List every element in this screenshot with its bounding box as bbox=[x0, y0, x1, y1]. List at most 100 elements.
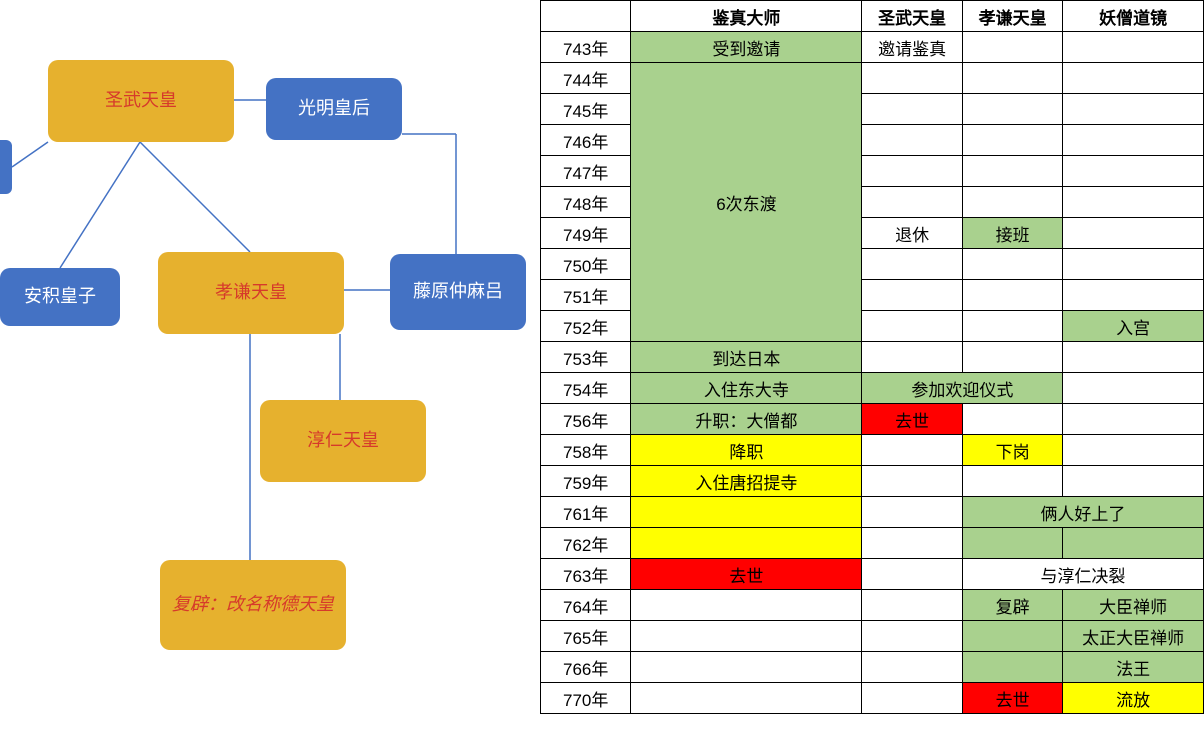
col-header-0 bbox=[541, 1, 631, 32]
year-cell: 745年 bbox=[541, 94, 631, 125]
year-cell: 753年 bbox=[541, 342, 631, 373]
data-cell bbox=[962, 404, 1062, 435]
data-cell bbox=[862, 125, 962, 156]
data-cell bbox=[631, 528, 862, 559]
data-cell bbox=[962, 528, 1062, 559]
data-cell bbox=[962, 621, 1062, 652]
col-header-1: 鉴真大师 bbox=[631, 1, 862, 32]
year-cell: 746年 bbox=[541, 125, 631, 156]
data-cell bbox=[962, 280, 1062, 311]
data-cell bbox=[862, 187, 962, 218]
data-cell: 去世 bbox=[862, 404, 962, 435]
data-cell: 入宫 bbox=[1063, 311, 1204, 342]
node-junnin: 淳仁天皇 bbox=[260, 400, 426, 482]
data-cell: 入住唐招提寺 bbox=[631, 466, 862, 497]
data-cell bbox=[1063, 404, 1204, 435]
data-cell: 法王 bbox=[1063, 652, 1204, 683]
data-cell bbox=[962, 311, 1062, 342]
data-cell: 入住东大寺 bbox=[631, 373, 862, 404]
node-fujiwara: 藤原仲麻吕 bbox=[390, 254, 526, 330]
table-row: 753年到达日本 bbox=[541, 342, 1204, 373]
data-cell bbox=[631, 590, 862, 621]
data-cell bbox=[962, 466, 1062, 497]
year-cell: 750年 bbox=[541, 249, 631, 280]
data-cell bbox=[1063, 218, 1204, 249]
node-shotoku: 复辟：改名称德天皇 bbox=[160, 560, 346, 650]
node-asaka: 安积皇子 bbox=[0, 268, 120, 326]
data-cell bbox=[862, 249, 962, 280]
year-cell: 759年 bbox=[541, 466, 631, 497]
data-cell bbox=[862, 280, 962, 311]
data-cell: 大臣禅师 bbox=[1063, 590, 1204, 621]
node-shomu: 圣武天皇 bbox=[48, 60, 234, 142]
data-cell: 复辟 bbox=[962, 590, 1062, 621]
data-cell bbox=[862, 559, 962, 590]
data-cell bbox=[1063, 342, 1204, 373]
data-cell bbox=[631, 652, 862, 683]
data-cell bbox=[1063, 435, 1204, 466]
data-cell bbox=[862, 311, 962, 342]
table-row: 763年去世与淳仁决裂 bbox=[541, 559, 1204, 590]
year-cell: 756年 bbox=[541, 404, 631, 435]
data-cell: 接班 bbox=[962, 218, 1062, 249]
timeline-body: 743年受到邀请邀请鉴真744年6次东渡745年746年747年748年749年… bbox=[541, 32, 1204, 714]
data-cell bbox=[862, 621, 962, 652]
year-cell: 763年 bbox=[541, 559, 631, 590]
data-cell: 参加欢迎仪式 bbox=[862, 373, 1063, 404]
year-cell: 751年 bbox=[541, 280, 631, 311]
timeline-table: 鉴真大师圣武天皇孝谦天皇妖僧道镜 743年受到邀请邀请鉴真744年6次东渡745… bbox=[540, 0, 1204, 714]
data-cell bbox=[862, 94, 962, 125]
data-cell: 俩人好上了 bbox=[962, 497, 1203, 528]
data-cell bbox=[862, 466, 962, 497]
year-cell: 761年 bbox=[541, 497, 631, 528]
data-cell bbox=[862, 156, 962, 187]
data-cell bbox=[862, 528, 962, 559]
data-cell: 去世 bbox=[962, 683, 1062, 714]
data-cell bbox=[862, 342, 962, 373]
col-header-4: 妖僧道镜 bbox=[1063, 1, 1204, 32]
data-cell: 下岗 bbox=[962, 435, 1062, 466]
year-cell: 747年 bbox=[541, 156, 631, 187]
data-cell bbox=[862, 590, 962, 621]
year-cell: 770年 bbox=[541, 683, 631, 714]
data-cell bbox=[962, 156, 1062, 187]
year-cell: 743年 bbox=[541, 32, 631, 63]
year-cell: 752年 bbox=[541, 311, 631, 342]
data-cell bbox=[1063, 528, 1204, 559]
data-cell bbox=[1063, 156, 1204, 187]
data-cell: 邀请鉴真 bbox=[862, 32, 962, 63]
data-cell bbox=[862, 435, 962, 466]
table-row: 754年入住东大寺参加欢迎仪式 bbox=[541, 373, 1204, 404]
year-cell: 766年 bbox=[541, 652, 631, 683]
data-cell: 退休 bbox=[862, 218, 962, 249]
node-edge bbox=[0, 140, 12, 194]
data-cell: 受到邀请 bbox=[631, 32, 862, 63]
year-cell: 744年 bbox=[541, 63, 631, 94]
data-cell bbox=[962, 342, 1062, 373]
table-row: 761年 俩人好上了 bbox=[541, 497, 1204, 528]
data-cell bbox=[862, 683, 962, 714]
data-cell bbox=[862, 652, 962, 683]
data-cell bbox=[1063, 373, 1204, 404]
data-cell: 去世 bbox=[631, 559, 862, 590]
table-row: 756年升职：大僧都去世 bbox=[541, 404, 1204, 435]
data-cell bbox=[1063, 466, 1204, 497]
table-row: 766年 法王 bbox=[541, 652, 1204, 683]
data-cell: 到达日本 bbox=[631, 342, 862, 373]
data-cell bbox=[962, 187, 1062, 218]
data-cell bbox=[962, 32, 1062, 63]
year-cell: 749年 bbox=[541, 218, 631, 249]
timeline-head: 鉴真大师圣武天皇孝谦天皇妖僧道镜 bbox=[541, 1, 1204, 32]
year-cell: 754年 bbox=[541, 373, 631, 404]
data-cell bbox=[631, 497, 862, 528]
data-cell bbox=[631, 621, 862, 652]
table-row: 743年受到邀请邀请鉴真 bbox=[541, 32, 1204, 63]
data-cell bbox=[1063, 280, 1204, 311]
data-cell bbox=[1063, 125, 1204, 156]
data-cell bbox=[1063, 94, 1204, 125]
data-cell bbox=[962, 63, 1062, 94]
data-cell: 降职 bbox=[631, 435, 862, 466]
col-header-2: 圣武天皇 bbox=[862, 1, 962, 32]
data-cell bbox=[1063, 249, 1204, 280]
data-cell bbox=[862, 63, 962, 94]
